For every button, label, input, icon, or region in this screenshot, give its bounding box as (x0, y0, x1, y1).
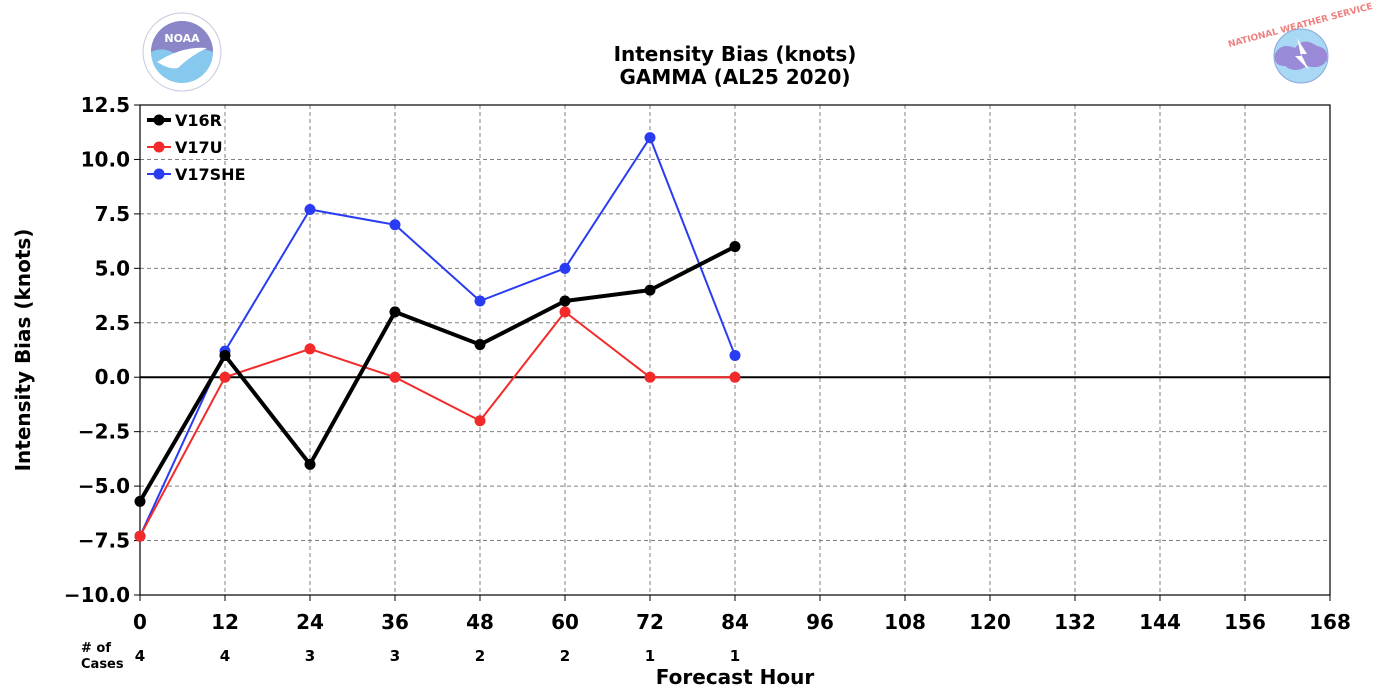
x-tick-label: 168 (1309, 610, 1351, 634)
y-axis: 12.5 10.0 7.5 5.0 2.5 0.0 −2.5 −5.0 −7.5 −10.0 (64, 93, 140, 607)
case-count: 1 (645, 647, 655, 665)
case-count: 3 (305, 647, 315, 665)
noaa-logo-text: NOAA (164, 32, 200, 45)
series-v17she (134, 132, 741, 542)
series-line (139, 136, 736, 537)
data-point (729, 371, 741, 383)
x-tick-label: 156 (1224, 610, 1266, 634)
case-count: 4 (220, 647, 230, 665)
data-point (219, 371, 231, 383)
data-point (644, 371, 656, 383)
cases-label-line2: Cases (81, 657, 124, 672)
x-tick-label: 12 (211, 610, 239, 634)
legend: V16R V17U V17SHE (147, 111, 246, 184)
data-point (304, 204, 316, 216)
cases-label-line1: # of (81, 641, 111, 656)
data-point (474, 339, 486, 351)
case-count: 1 (730, 647, 740, 665)
data-point (474, 295, 486, 307)
data-point (389, 219, 401, 231)
legend-item-v16r: V16R (147, 111, 222, 130)
data-point (644, 284, 656, 296)
data-point (644, 132, 656, 144)
data-point (389, 306, 401, 318)
y-tick-label: −10.0 (64, 583, 130, 607)
y-axis-label: Intensity Bias (knots) (11, 229, 35, 472)
chart-title: Intensity Bias (knots) (614, 42, 857, 66)
x-tick-label: 84 (721, 610, 749, 634)
chart-subtitle: GAMMA (AL25 2020) (619, 65, 850, 89)
legend-item-v17she: V17SHE (147, 165, 246, 184)
x-tick-label: 120 (969, 610, 1011, 634)
legend-marker (153, 141, 165, 153)
series-v16r (134, 241, 741, 507)
x-tick-label: 60 (551, 610, 579, 634)
x-tick-label: 96 (806, 610, 834, 634)
case-count: 3 (390, 647, 400, 665)
data-point (729, 241, 741, 253)
legend-item-v17u: V17U (147, 138, 223, 157)
x-axis: 0 12 24 36 48 60 72 84 96 108 120 132 144 156 168 (133, 595, 1351, 634)
x-tick-label: 48 (466, 610, 494, 634)
data-point (559, 306, 571, 318)
legend-label: V17U (175, 138, 223, 157)
series-lines (134, 132, 741, 542)
y-tick-label: −7.5 (78, 529, 130, 553)
legend-marker (153, 114, 165, 126)
x-tick-label: 0 (133, 610, 147, 634)
x-tick-label: 72 (636, 610, 664, 634)
x-tick-label: 144 (1139, 610, 1181, 634)
y-tick-label: −2.5 (78, 420, 130, 444)
data-point (304, 458, 316, 470)
data-point (219, 349, 231, 361)
y-tick-label: 10.0 (81, 147, 130, 171)
case-count: 2 (475, 647, 485, 665)
y-tick-label: 7.5 (95, 202, 130, 226)
data-point (304, 343, 316, 355)
y-tick-label: 12.5 (81, 93, 130, 117)
x-tick-label: 36 (381, 610, 409, 634)
noaa-logo: NOAA (142, 12, 222, 92)
series-line (138, 244, 736, 503)
x-axis-label: Forecast Hour (656, 665, 815, 689)
y-tick-label: 2.5 (95, 311, 130, 335)
y-tick-label: 5.0 (95, 256, 130, 280)
data-point (729, 349, 741, 361)
data-point (134, 495, 146, 507)
legend-label: V16R (175, 111, 222, 130)
case-count: 4 (135, 647, 145, 665)
data-point (134, 530, 146, 542)
legend-marker (153, 168, 165, 180)
nws-logo: NATIONAL WEATHER SERVICE (1227, 2, 1374, 94)
data-point (559, 295, 571, 307)
x-tick-label: 108 (884, 610, 926, 634)
x-tick-label: 132 (1054, 610, 1096, 634)
series-v17u (134, 306, 741, 542)
data-point (474, 415, 486, 427)
data-point (559, 262, 571, 274)
case-count: 2 (560, 647, 570, 665)
y-tick-label: −5.0 (78, 474, 130, 498)
y-tick-label: 0.0 (95, 365, 130, 389)
data-point (389, 371, 401, 383)
cases-row: 4 4 3 3 2 2 1 1 (135, 647, 740, 665)
legend-label: V17SHE (175, 165, 246, 184)
x-tick-label: 24 (296, 610, 324, 634)
